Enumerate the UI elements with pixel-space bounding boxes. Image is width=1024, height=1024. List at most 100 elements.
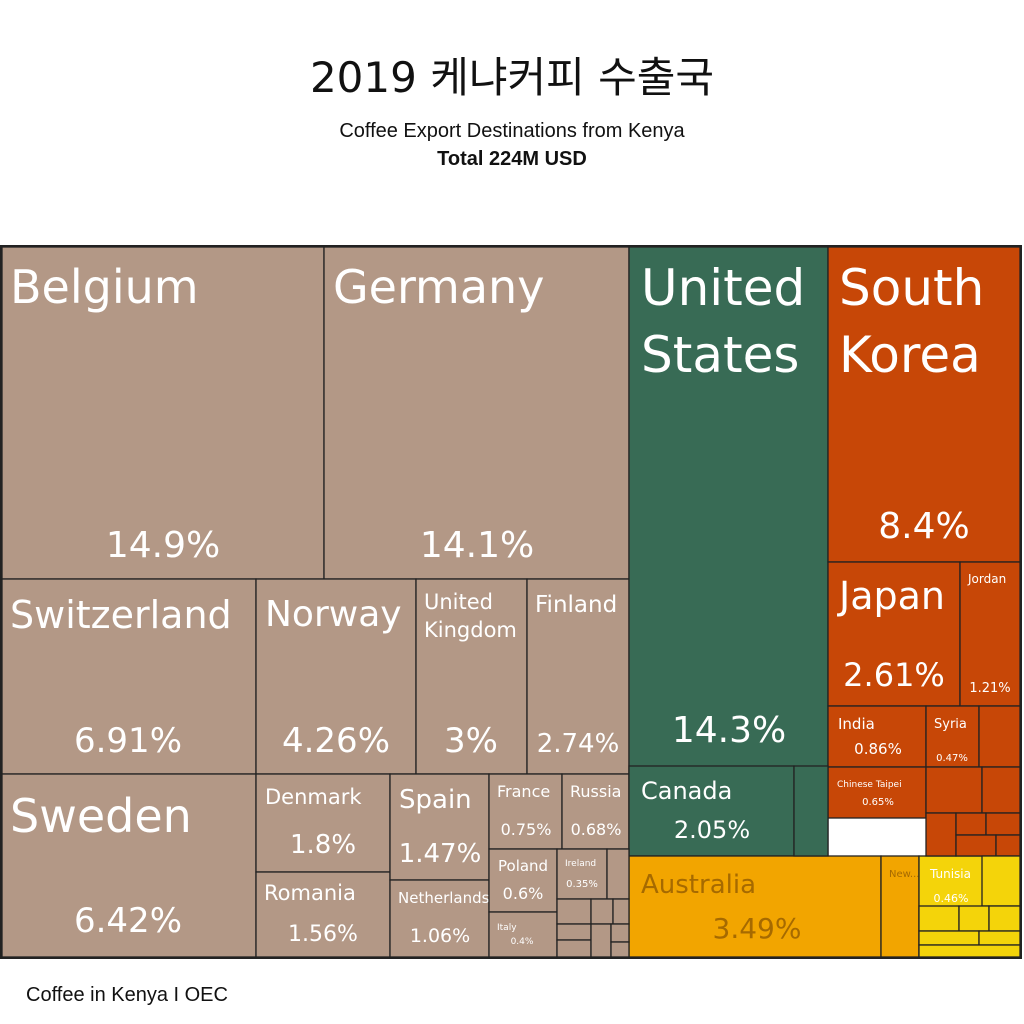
small-tile-africa: [918, 930, 980, 946]
tile-italy-label: Italy: [497, 923, 517, 933]
tile-united-states: [628, 246, 829, 857]
small-tile-africa: [981, 855, 1021, 907]
tile-belgium: [1, 246, 325, 580]
tile-united-states-label: United: [641, 259, 805, 317]
page-title: 2019 케냐커피 수출국: [309, 53, 715, 102]
small-tile-asia: [925, 766, 983, 814]
tile-canada: [628, 765, 795, 857]
tile-south-korea-label: Korea: [839, 326, 981, 384]
small-tile-africa: [978, 930, 1021, 946]
small-tile-north_america: [793, 765, 829, 857]
tile-australia-label: Australia: [641, 870, 756, 900]
tile-syria-percent: 0.47%: [936, 753, 968, 764]
tile-romania-label: Romania: [264, 881, 356, 905]
tile-south-korea-label: South: [839, 259, 984, 317]
tile-new: [880, 855, 920, 958]
tile-india: [827, 705, 927, 768]
tile-poland: [488, 848, 558, 913]
tile-tunisia-percent: 0.46%: [934, 892, 969, 905]
tile-russia: [561, 773, 630, 850]
tile-poland-percent: 0.6%: [503, 884, 544, 903]
tile-italy-percent: 0.4%: [511, 937, 534, 947]
tile-germany-percent: 14.1%: [420, 525, 534, 566]
small-tile-europe: [612, 898, 630, 925]
small-tile-europe: [590, 923, 612, 958]
tile-new-label: New...: [889, 869, 919, 880]
tile-russia-percent: 0.68%: [571, 820, 622, 839]
tile-india-label: India: [838, 715, 875, 733]
small-tile-asia: [978, 705, 1021, 768]
tile-chinese-taipei: [827, 766, 927, 819]
small-tile-africa: [958, 905, 990, 932]
tile-ireland: [556, 848, 608, 900]
tile-netherlands: [389, 879, 490, 958]
tile-france: [488, 773, 563, 850]
tile-norway-percent: 4.26%: [282, 721, 390, 761]
tile-norway-label: Norway: [265, 594, 402, 635]
tile-denmark-label: Denmark: [265, 785, 362, 809]
tile-spain-percent: 1.47%: [399, 839, 482, 869]
small-tile-africa: [918, 944, 1021, 958]
small-tile-africa: [918, 905, 960, 932]
tile-netherlands-label: Netherlands: [398, 889, 490, 907]
tile-sweden-percent: 6.42%: [74, 901, 182, 941]
tile-australia-percent: 3.49%: [713, 912, 802, 945]
tile-tunisia-label: Tunisia: [929, 867, 971, 881]
tile-united-kingdom: [415, 578, 528, 775]
tile-south-korea-percent: 8.4%: [878, 506, 969, 547]
small-tile-asia: [955, 834, 997, 857]
tile-japan-label: Japan: [837, 574, 945, 618]
tile-germany-label: Germany: [333, 260, 544, 314]
tile-switzerland-label: Switzerland: [10, 593, 232, 637]
small-tile-asia: [985, 812, 1021, 836]
tile-united-states-percent: 14.3%: [672, 710, 786, 751]
tile-jordan-percent: 1.21%: [969, 681, 1010, 696]
tile-belgium-percent: 14.9%: [106, 525, 220, 566]
tile-chinese-taipei-percent: 0.65%: [862, 797, 894, 808]
tile-ireland-label: Ireland: [565, 859, 596, 869]
small-tile-africa: [988, 905, 1021, 932]
small-tile-europe: [556, 939, 592, 958]
tile-poland-label: Poland: [498, 857, 548, 875]
small-tile-asia: [981, 766, 1021, 814]
tile-germany: [323, 246, 630, 580]
tile-finland-label: Finland: [535, 592, 617, 618]
tile-spain-label: Spain: [399, 785, 472, 815]
tile-chinese-taipei-label: Chinese Taipei: [837, 780, 902, 790]
small-tile-asia: [955, 812, 987, 836]
tile-sweden-label: Sweden: [10, 789, 192, 843]
tile-spain: [389, 773, 490, 881]
small-tile-europe: [556, 898, 592, 925]
tile-india-percent: 0.86%: [854, 740, 902, 758]
tile-south-korea: [827, 246, 1021, 563]
tile-switzerland: [1, 578, 257, 775]
tile-united-kingdom-label: United: [424, 590, 493, 614]
tile-united-kingdom-percent: 3%: [444, 721, 498, 761]
tile-russia-label: Russia: [570, 782, 621, 801]
source-caption: Coffee in Kenya I OEC: [26, 984, 228, 1006]
small-tile-europe: [606, 848, 630, 900]
chart-total: Total 224M USD: [437, 148, 587, 170]
treemap-border: [0, 245, 1022, 959]
tile-syria: [925, 705, 980, 768]
tile-jordan-label: Jordan: [967, 572, 1006, 586]
chart-subtitle: Coffee Export Destinations from Kenya: [339, 120, 685, 142]
tile-ireland-percent: 0.35%: [566, 879, 598, 890]
tile-romania-percent: 1.56%: [288, 922, 358, 947]
small-tile-europe: [610, 923, 630, 943]
tile-finland-percent: 2.74%: [537, 729, 620, 759]
tile-denmark-percent: 1.8%: [290, 830, 356, 860]
tile-canada-label: Canada: [641, 777, 732, 805]
tile-syria-label: Syria: [934, 717, 967, 732]
tile-united-states-label: States: [641, 326, 799, 384]
tile-japan-percent: 2.61%: [843, 656, 945, 694]
tile-belgium-label: Belgium: [10, 260, 199, 314]
tile-jordan: [959, 561, 1021, 707]
tile-switzerland-percent: 6.91%: [74, 721, 182, 761]
small-tile-europe: [556, 923, 592, 941]
tile-france-label: France: [497, 782, 550, 801]
small-tile-asia: [925, 812, 957, 857]
tile-sweden: [1, 773, 257, 958]
tile-finland: [526, 578, 630, 775]
